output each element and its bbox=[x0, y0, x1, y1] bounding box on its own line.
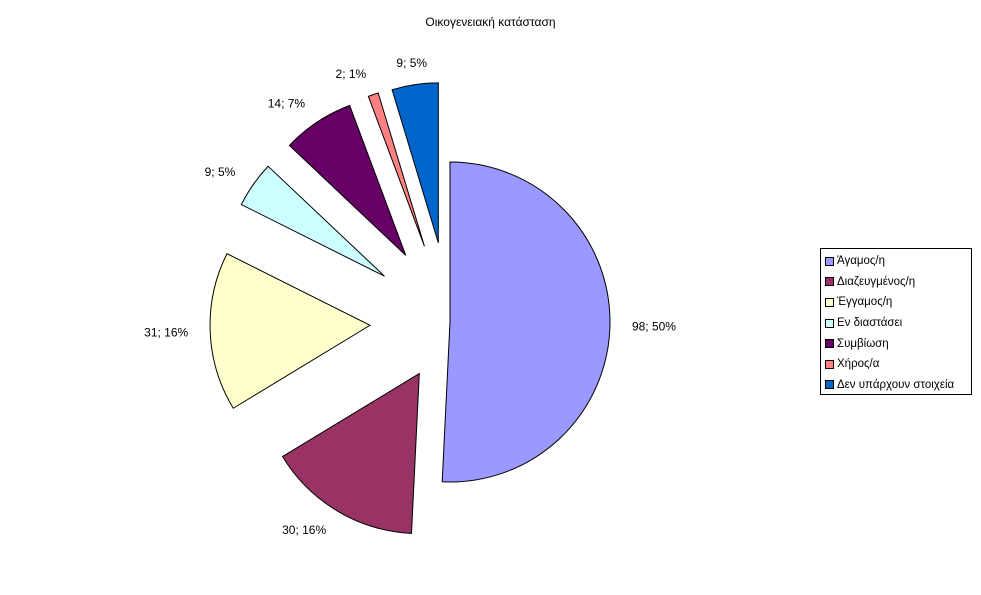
legend-item-7: Δεν υπάρχουν στοιχεία bbox=[825, 375, 971, 396]
data-label-3: 31; 16% bbox=[144, 326, 188, 340]
legend-item-2: Διαζευγμένος/η bbox=[825, 272, 971, 293]
pie-slice-5 bbox=[288, 104, 407, 256]
pie-slice-7 bbox=[391, 82, 439, 244]
pie-slice-2 bbox=[281, 372, 420, 534]
data-label-1: 98; 50% bbox=[632, 319, 676, 333]
legend-label: Εν διαστάσει bbox=[837, 317, 903, 330]
data-label-6: 2; 1% bbox=[336, 67, 367, 81]
legend-swatch bbox=[825, 380, 834, 390]
legend-swatch bbox=[825, 359, 834, 369]
chart-legend: Άγαμος/η Διαζευγμένος/η Έγγαμος/η Εν διαστά… bbox=[820, 248, 972, 395]
legend-item-3: Έγγαμος/η bbox=[825, 292, 971, 313]
data-label-7: 9; 5% bbox=[396, 56, 427, 70]
data-label-4: 9; 5% bbox=[205, 165, 236, 179]
legend-label: Χήρος/α bbox=[837, 358, 880, 371]
pie-slice-3 bbox=[209, 252, 372, 409]
legend-swatch bbox=[825, 256, 834, 266]
legend-swatch bbox=[825, 339, 834, 349]
legend-swatch bbox=[825, 318, 834, 328]
legend-item-4: Εν διαστάσει bbox=[825, 313, 971, 334]
data-label-2: 30; 16% bbox=[282, 523, 326, 537]
legend-label: Άγαμος/η bbox=[837, 255, 886, 268]
legend-label: Δεν υπάρχουν στοιχεία bbox=[837, 378, 955, 391]
chart-title: Οικογενειακή κατάσταση bbox=[425, 15, 556, 29]
legend-item-5: Συμβίωση bbox=[825, 333, 971, 354]
legend-label: Έγγαμος/η bbox=[837, 296, 893, 309]
data-label-5: 14; 7% bbox=[268, 97, 306, 111]
pie-slice-4 bbox=[240, 165, 385, 277]
legend-label: Συμβίωση bbox=[837, 337, 889, 350]
legend-label: Διαζευγμένος/η bbox=[837, 275, 916, 288]
legend-item-1: Άγαμος/η bbox=[825, 251, 971, 272]
legend-item-6: Χήρος/α bbox=[825, 354, 971, 375]
legend-swatch bbox=[825, 277, 834, 287]
pie-slice-6 bbox=[367, 92, 425, 247]
pie-slice-1 bbox=[441, 161, 611, 483]
legend-swatch bbox=[825, 297, 834, 307]
